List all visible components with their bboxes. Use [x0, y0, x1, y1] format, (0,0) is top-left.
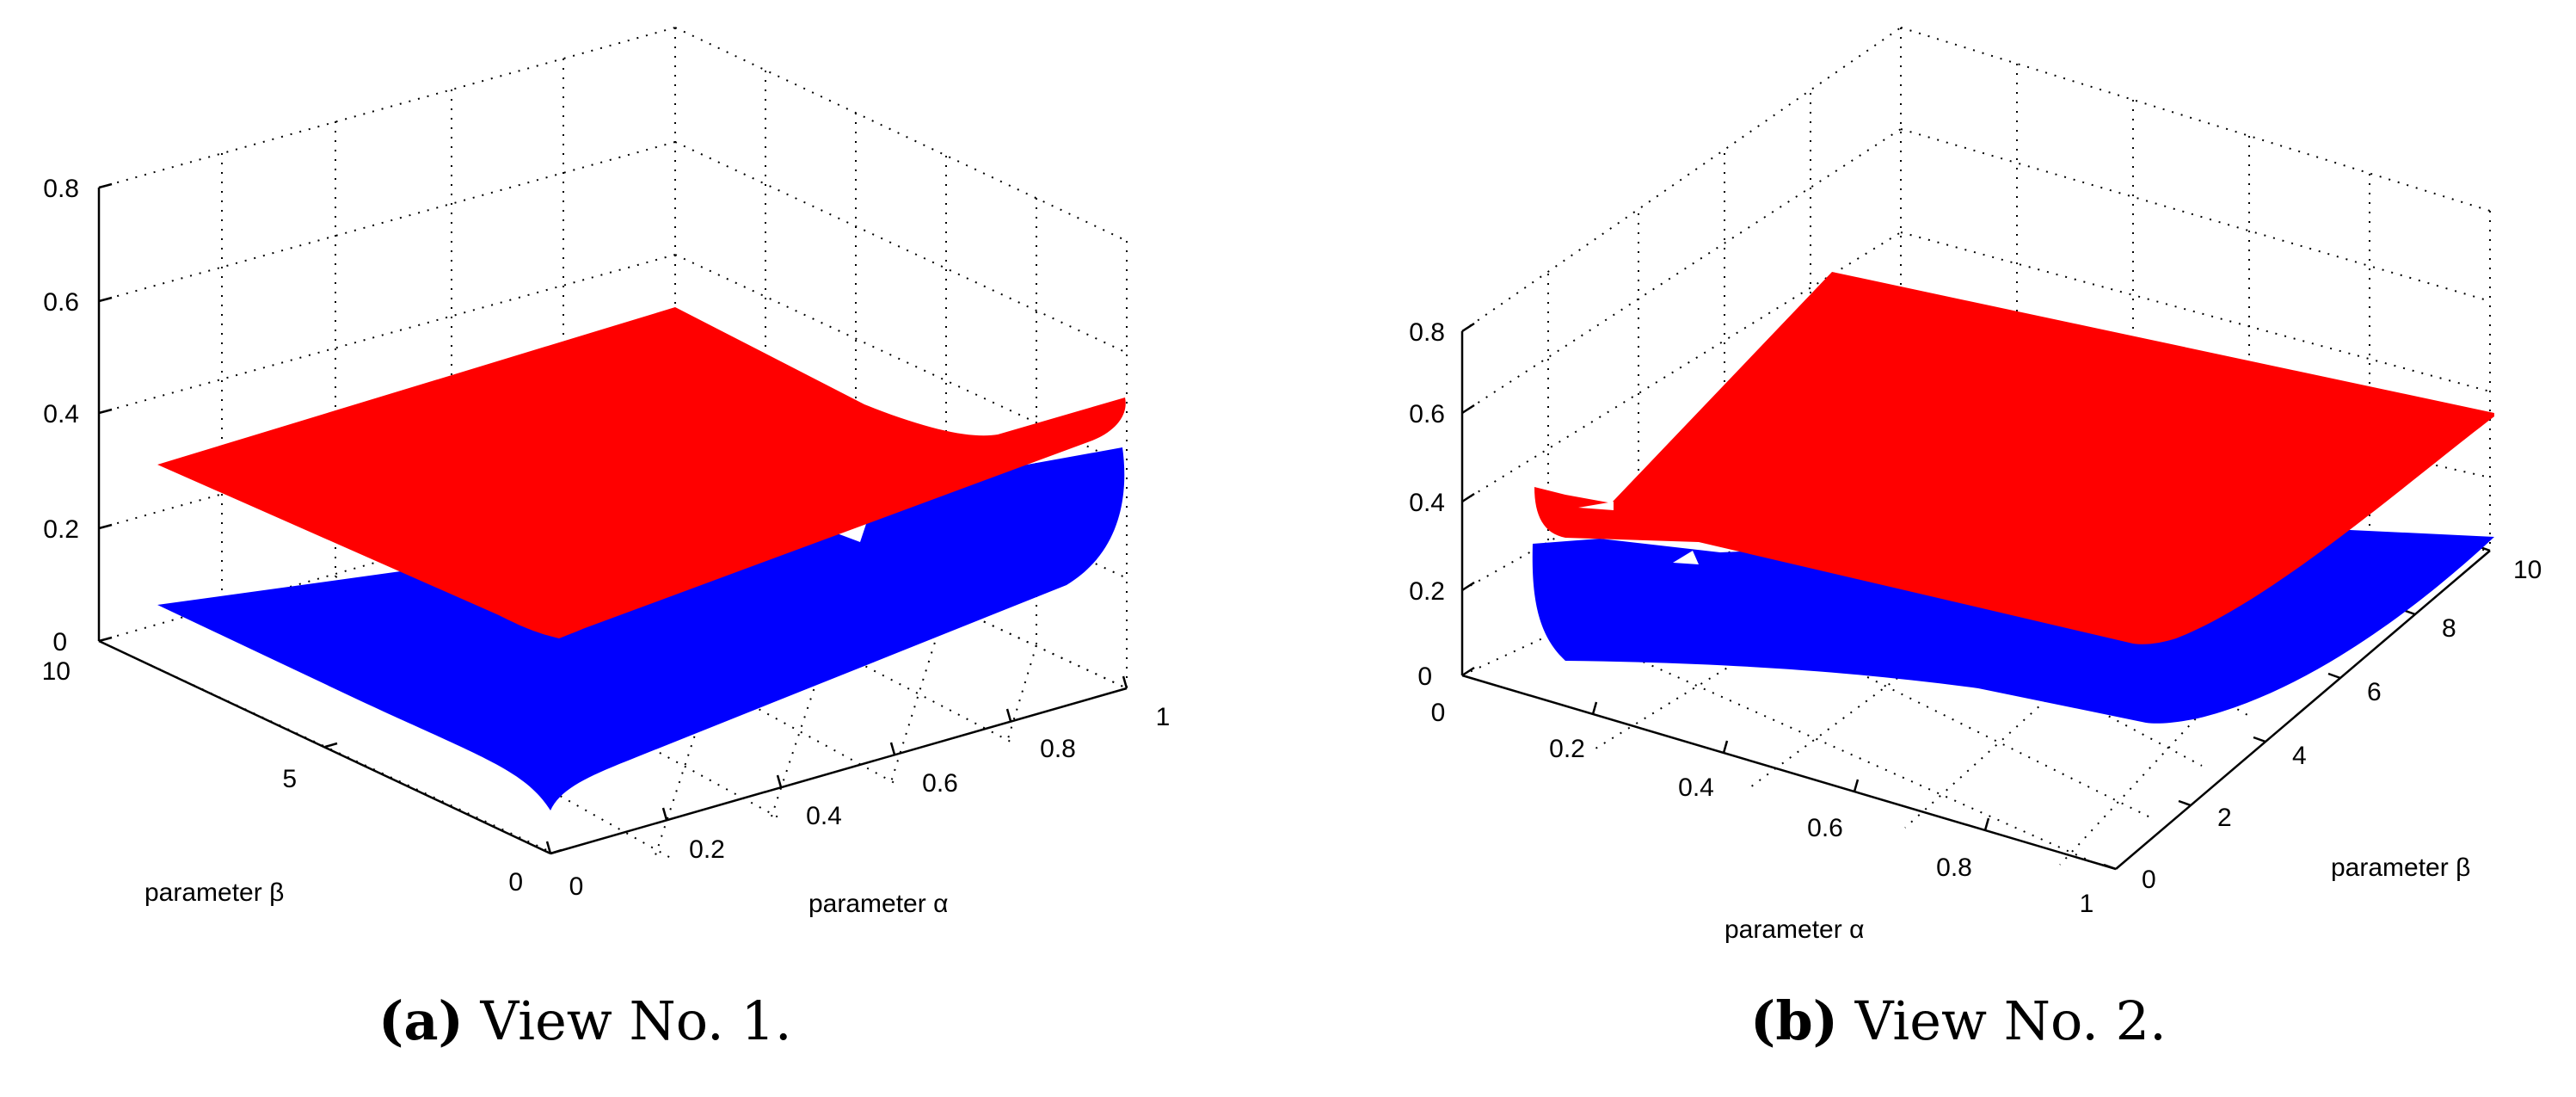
- panel-b-xlabel: parameter α: [1725, 915, 1864, 944]
- panel-a-y-ticks: 10 5 0: [42, 657, 523, 897]
- panel-a-x-tick: 0.6: [922, 769, 958, 798]
- panel-a-z-ticks: 0.8 0.6 0.4 0.2 0: [43, 175, 79, 656]
- panel-b-x-tick: 0.4: [1678, 773, 1714, 802]
- panel-b-z-ticks: 0.8 0.6 0.4 0.2 0: [1409, 318, 1445, 691]
- panel-b-y-tick: 6: [2367, 678, 2382, 706]
- panel-b-y-tick: 4: [2292, 742, 2307, 770]
- panel-b-z-tick: 0: [1417, 663, 1432, 691]
- panel-a-y-tick: 0: [508, 868, 523, 897]
- caption-a: (a) View No. 1.: [378, 989, 792, 1052]
- panel-b-z-tick: 0.2: [1409, 577, 1445, 606]
- panel-a-x-ticks: 0 0.2 0.4 0.6 0.8 1: [569, 703, 1171, 901]
- panel-a-xlabel: parameter α: [808, 890, 948, 918]
- panel-b-notch: [1578, 502, 1614, 510]
- panel-a-z-tick: 0.4: [43, 400, 79, 428]
- panel-b-view-2: 0.8 0.6 0.4 0.2 0 0 0.2 0.4 0.6 0.8 1 0 …: [1409, 27, 2542, 944]
- panel-b-y-tick: 0: [2142, 866, 2156, 894]
- caption-b: (b) View No. 2.: [1750, 989, 2167, 1052]
- panel-a-x-tick: 1: [1156, 703, 1171, 731]
- panel-a-tick-marks: [98, 182, 1128, 855]
- panel-b-x-tick: 0.2: [1549, 735, 1585, 763]
- panel-a-x-tick: 0.2: [689, 835, 725, 864]
- panel-b-surface-gap: [1673, 551, 1699, 564]
- panel-a-z-tick: 0.8: [43, 175, 79, 203]
- panel-b-x-tick: 0.6: [1807, 814, 1843, 842]
- panel-b-ylabel: parameter β: [2331, 854, 2470, 882]
- panel-a-z-tick: 0.6: [43, 288, 79, 317]
- panel-a-z-tick: 0.2: [43, 515, 79, 544]
- panel-b-x-tick: 0.8: [1936, 854, 1972, 882]
- caption-b-text: View No. 2.: [1838, 989, 2167, 1052]
- panel-a-blue-surface: [157, 447, 1125, 810]
- panel-a-axes: [97, 188, 1128, 855]
- panel-b-y-tick: 8: [2442, 614, 2456, 643]
- panel-b-x-tick: 1: [2080, 890, 2094, 918]
- panel-b-y-tick: 2: [2217, 804, 2232, 832]
- panel-b-y-ticks: 0 2 4 6 8 10: [2142, 556, 2542, 894]
- panel-b-z-tick: 0.6: [1409, 400, 1445, 428]
- panel-b-z-tick: 0.4: [1409, 489, 1445, 517]
- caption-b-tag: (b): [1750, 989, 1839, 1052]
- panel-b-x-tick: 0: [1431, 699, 1446, 727]
- panel-a-red-surface: [157, 307, 1126, 638]
- panel-a-y-tick: 5: [282, 765, 297, 793]
- panel-a-y-tick: 10: [42, 657, 71, 686]
- caption-a-text: View No. 1.: [463, 989, 792, 1052]
- panel-b-z-tick: 0.8: [1409, 318, 1445, 347]
- caption-a-tag: (a): [378, 989, 464, 1052]
- panel-b-red-surface: [1534, 272, 2494, 644]
- panel-b-x-ticks: 0 0.2 0.4 0.6 0.8 1: [1431, 699, 2094, 918]
- panel-a-x-tick: 0: [569, 872, 584, 901]
- panel-a-ylabel: parameter β: [144, 878, 284, 907]
- panel-a-x-tick: 0.4: [806, 802, 842, 830]
- panel-a-x-tick: 0.8: [1040, 735, 1076, 763]
- panel-b-y-tick: 10: [2513, 556, 2542, 584]
- panel-a-view-1: 0.8 0.6 0.4 0.2 0 10 5 0 0 0.2 0.4 0.6 0…: [42, 27, 1171, 918]
- panel-a-z-tick: 0: [52, 628, 67, 656]
- panel-b-axes: [1460, 331, 2491, 871]
